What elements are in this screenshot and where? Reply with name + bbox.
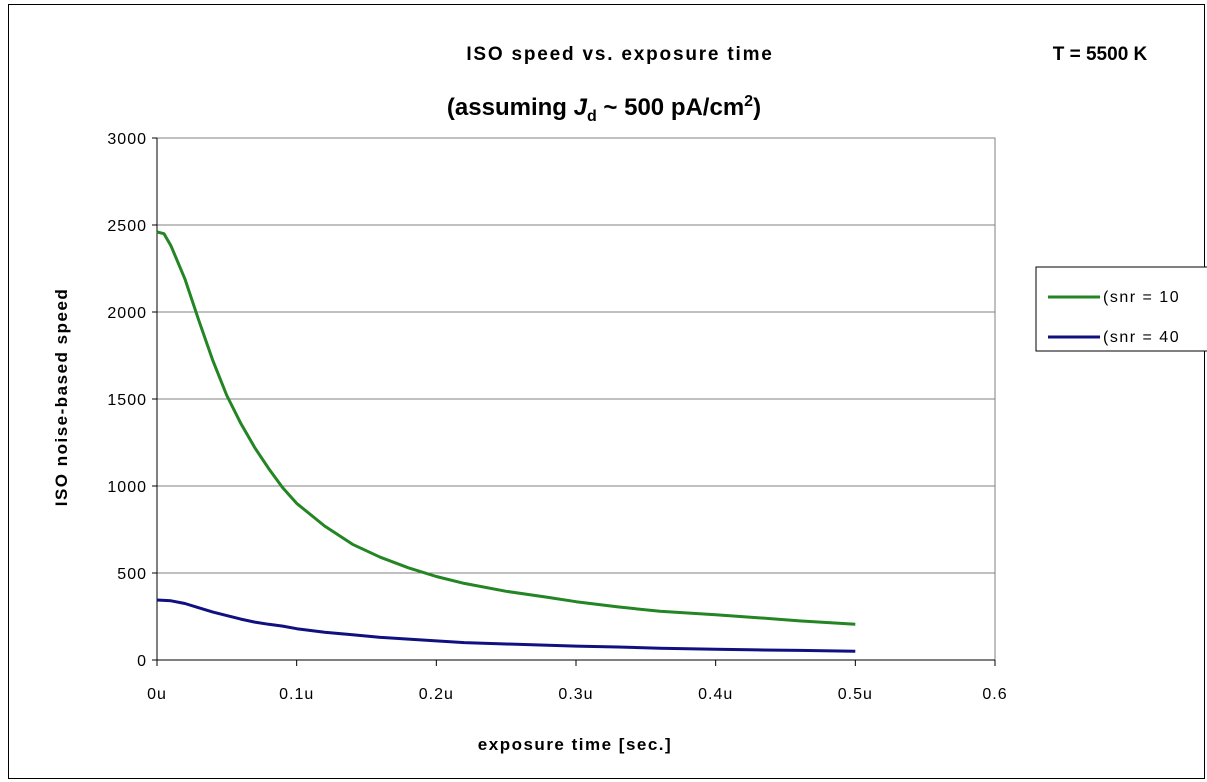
temperature-annotation: T = 5500 K	[1053, 44, 1148, 65]
y-tick-label: 2500	[107, 218, 147, 235]
subtitle-symbol: J	[574, 94, 588, 121]
chart-frame	[8, 4, 1205, 779]
series-line-snr40	[156, 598, 856, 653]
x-axis-label: exposure time [sec.]	[478, 735, 672, 754]
y-tick-label: 2000	[107, 305, 147, 322]
subtitle-prefix: (assuming	[447, 94, 574, 121]
subtitle-symbol-subscript: d	[587, 108, 597, 125]
x-tick-label: 0.1u	[279, 686, 314, 703]
subtitle-suffix: )	[753, 94, 761, 121]
chart-title: ISO speed vs. exposure time	[466, 44, 773, 65]
x-tick-label: 0.4u	[698, 686, 733, 703]
x-tick-label: 0u	[147, 686, 167, 703]
x-tick-label: 0.6	[982, 686, 1007, 703]
y-tick-label: 1500	[107, 392, 147, 409]
legend-label-snr40: (snr = 40	[1103, 329, 1180, 346]
x-tick-labels: 0u 0.1u 0.2u 0.3u 0.4u 0.5u 0.6	[147, 660, 1007, 703]
y-tick-label: 0	[137, 653, 147, 670]
series-layer	[156, 230, 856, 653]
subtitle-middle: ~ 500 pA/cm	[597, 94, 744, 121]
x-tick-label: 0.5u	[838, 686, 873, 703]
y-tick-label: 3000	[107, 131, 147, 148]
y-tick-label: 1000	[107, 479, 147, 496]
gridlines	[157, 137, 995, 574]
series-line-snr10	[156, 230, 856, 626]
legend-label-snr10: (snr = 10	[1103, 289, 1180, 306]
legend: (snr = 10 (snr = 40	[1035, 266, 1207, 352]
y-tick-label: 500	[117, 566, 147, 583]
subtitle-superscript: 2	[744, 93, 753, 110]
chart-subtitle: (assuming Jd ~ 500 pA/cm2)	[447, 93, 761, 125]
y-axis-label: ISO noise-based speed	[52, 288, 71, 507]
y-tick-labels: 0 500 1000 1500 2000 2500 3000	[107, 131, 157, 670]
x-tick-label: 0.2u	[419, 686, 454, 703]
x-tick-label: 0.3u	[558, 686, 593, 703]
